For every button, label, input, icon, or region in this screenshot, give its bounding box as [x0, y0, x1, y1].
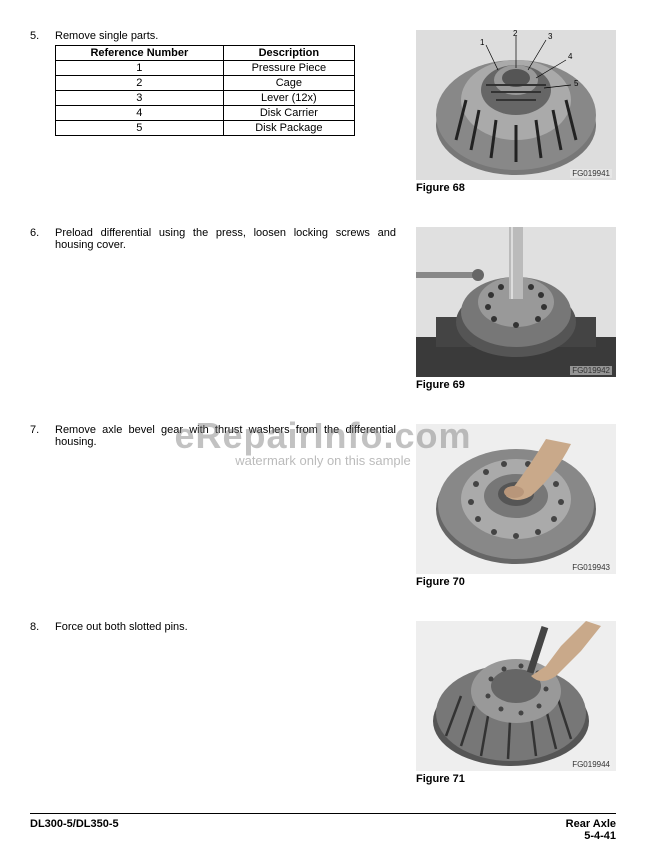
step-text: Force out both slotted pins. — [55, 621, 401, 633]
table-row: 5Disk Package — [56, 121, 355, 136]
footer-model: DL300-5/DL350-5 — [30, 818, 119, 842]
figure-id: FG019944 — [570, 760, 612, 769]
callout-1: 1 — [480, 38, 484, 47]
table-header: Description — [223, 46, 354, 61]
step-6: 6. Preload differential using the press,… — [30, 227, 616, 416]
table-header: Reference Number — [56, 46, 224, 61]
figure-id: FG019943 — [570, 563, 612, 572]
figure-caption: Figure 68 — [416, 182, 616, 194]
step-text: Preload differential using the press, lo… — [55, 227, 401, 251]
figure-69: FG019942 Figure 69 — [416, 227, 616, 391]
step-number: 7. — [30, 424, 55, 436]
gear-photo-icon — [416, 621, 616, 771]
figure-71: FG019944 Figure 71 — [416, 621, 616, 785]
step-text: Remove axle bevel gear with thrust washe… — [55, 424, 401, 448]
callout-4: 4 — [568, 52, 572, 61]
callout-3: 3 — [548, 32, 552, 41]
gear-photo-icon — [416, 30, 616, 180]
step-text: Remove single parts. — [55, 30, 396, 42]
step-number: 8. — [30, 621, 55, 633]
table-row: 1Pressure Piece — [56, 61, 355, 76]
footer-page-number: 5-4-41 — [566, 830, 616, 842]
step-5: 5. Remove single parts. Reference Number… — [30, 30, 616, 219]
step-8: 8. Force out both slotted pins. — [30, 621, 616, 810]
parts-table: Reference Number Description 1Pressure P… — [55, 45, 355, 136]
page-footer: DL300-5/DL350-5 Rear Axle 5-4-41 — [30, 813, 616, 842]
footer-section: Rear Axle — [566, 818, 616, 830]
figure-caption: Figure 70 — [416, 576, 616, 588]
table-row: 2Cage — [56, 76, 355, 91]
callout-5: 5 — [574, 79, 578, 88]
figure-caption: Figure 71 — [416, 773, 616, 785]
figure-70: FG019943 Figure 70 — [416, 424, 616, 588]
step-number: 6. — [30, 227, 55, 239]
step-number: 5. — [30, 30, 55, 42]
callout-2: 2 — [513, 30, 517, 38]
page: 5. Remove single parts. Reference Number… — [0, 0, 646, 862]
table-row: 4Disk Carrier — [56, 106, 355, 121]
figure-caption: Figure 69 — [416, 379, 616, 391]
table-row: 3Lever (12x) — [56, 91, 355, 106]
figure-id: FG019942 — [570, 366, 612, 375]
gear-photo-icon — [416, 424, 616, 574]
gear-photo-icon — [416, 227, 616, 377]
figure-68: 1 2 3 4 5 FG019941 Figure 68 — [416, 30, 616, 194]
figure-id: FG019941 — [570, 169, 612, 178]
step-7: 7. Remove axle bevel gear with thrust wa… — [30, 424, 616, 613]
